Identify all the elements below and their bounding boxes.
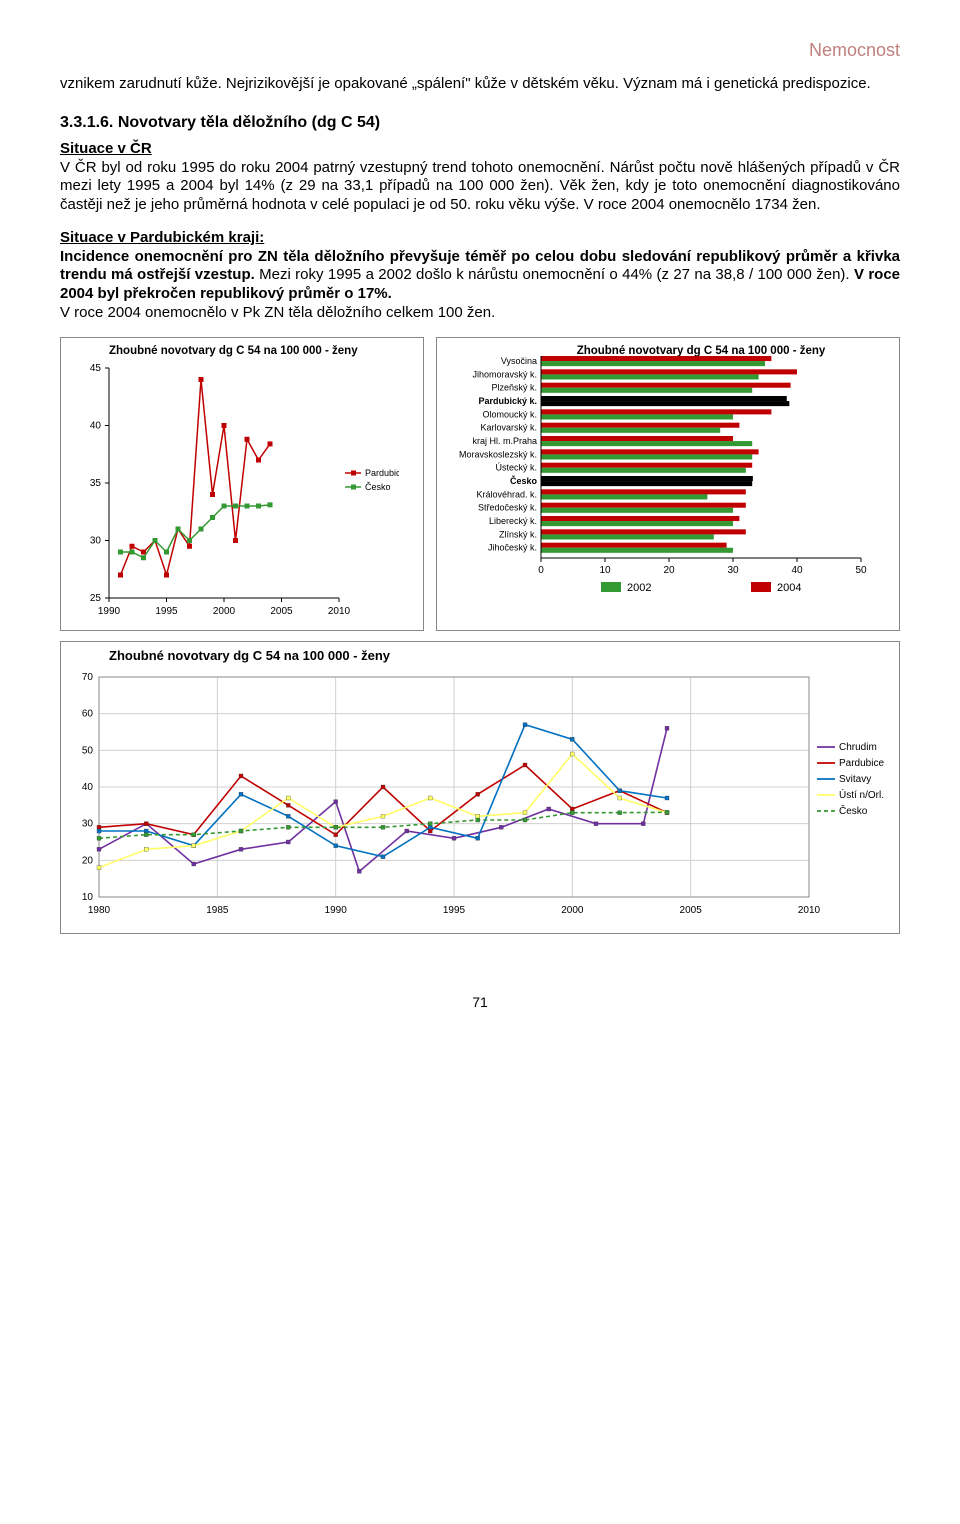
svg-text:Ústí n/Orl.: Ústí n/Orl. [839,788,884,801]
svg-text:Pardubice: Pardubice [839,758,884,769]
svg-text:1985: 1985 [206,905,229,916]
svg-text:25: 25 [90,593,102,604]
svg-text:Česko: Česko [839,804,868,817]
para-cr: Situace v ČR V ČR byl od roku 1995 do ro… [60,140,900,215]
districts-chart: Zhoubné novotvary dg C 54 na 100 000 - ž… [60,641,900,934]
svg-text:Jihomoravský k.: Jihomoravský k. [473,369,538,379]
para-intro: vznikem zarudnutí kůže. Nejrizikovější j… [60,75,900,94]
para-pk: Situace v Pardubickém kraji: Incidence o… [60,229,900,323]
svg-text:2000: 2000 [561,905,584,916]
svg-text:1980: 1980 [88,905,111,916]
page-number: 71 [60,994,900,1010]
svg-text:1990: 1990 [98,606,121,617]
svg-text:20: 20 [82,855,94,866]
svg-text:Pardubický k.: Pardubický k. [479,396,538,406]
svg-text:35: 35 [90,478,102,489]
svg-text:30: 30 [90,535,102,546]
svg-text:Zlínský k.: Zlínský k. [499,529,537,539]
svg-text:30: 30 [728,565,740,576]
svg-text:Moravskoslezský k.: Moravskoslezský k. [459,449,537,459]
svg-text:Plzeňský k.: Plzeňský k. [492,382,538,392]
svg-text:2004: 2004 [777,582,801,594]
svg-text:10: 10 [600,565,612,576]
svg-text:Chrudim: Chrudim [839,742,877,753]
svg-text:1995: 1995 [155,606,178,617]
svg-text:Pardubický k.: Pardubický k. [365,468,399,478]
svg-text:Vysočina: Vysočina [501,356,537,366]
svg-text:40: 40 [82,782,94,793]
header-category: Nemocnost [60,40,900,61]
districts-chart-title: Zhoubné novotvary dg C 54 na 100 000 - ž… [109,648,891,663]
svg-text:Jihočeský k.: Jihočeský k. [488,542,537,552]
svg-text:Královéhrad. k.: Královéhrad. k. [477,489,538,499]
svg-text:2010: 2010 [328,606,351,617]
svg-text:kraj Hl. m.Praha: kraj Hl. m.Praha [473,436,538,446]
svg-text:40: 40 [792,565,804,576]
svg-text:Zhoubné novotvary dg C 54 na 1: Zhoubné novotvary dg C 54 na 100 000 - ž… [109,345,358,357]
svg-text:Olomoucký k.: Olomoucký k. [483,409,538,419]
svg-text:Středočeský k.: Středočeský k. [478,502,537,512]
svg-text:2000: 2000 [213,606,236,617]
svg-text:0: 0 [539,565,545,576]
svg-text:2005: 2005 [680,905,703,916]
svg-text:20: 20 [664,565,676,576]
svg-text:2005: 2005 [270,606,293,617]
svg-text:45: 45 [90,363,102,374]
charts-row: Zhoubné novotvary dg C 54 na 100 000 - ž… [60,337,900,631]
svg-text:30: 30 [82,818,94,829]
svg-text:Ústecký k.: Ústecký k. [496,462,538,472]
svg-text:Česko: Česko [510,475,538,486]
svg-text:10: 10 [82,892,94,903]
svg-text:2002: 2002 [627,582,651,594]
svg-text:Karlovarský k.: Karlovarský k. [481,422,538,432]
svg-text:Zhoubné novotvary dg C 54 na 1: Zhoubné novotvary dg C 54 na 100 000 - ž… [577,345,826,357]
svg-text:70: 70 [82,672,94,683]
bar-chart: Zhoubné novotvary dg C 54 na 100 000 - ž… [436,337,900,631]
svg-text:1990: 1990 [325,905,348,916]
section-title: 3.3.1.6. Novotvary těla děložního (dg C … [60,114,900,132]
svg-text:50: 50 [82,745,94,756]
svg-text:Liberecký k.: Liberecký k. [489,516,537,526]
svg-text:2010: 2010 [798,905,821,916]
line-chart: Zhoubné novotvary dg C 54 na 100 000 - ž… [60,337,424,631]
svg-text:40: 40 [90,420,102,431]
svg-text:60: 60 [82,708,94,719]
svg-text:Česko: Česko [365,482,391,492]
svg-text:Svitavy: Svitavy [839,774,871,785]
svg-text:1995: 1995 [443,905,466,916]
svg-text:50: 50 [856,565,868,576]
